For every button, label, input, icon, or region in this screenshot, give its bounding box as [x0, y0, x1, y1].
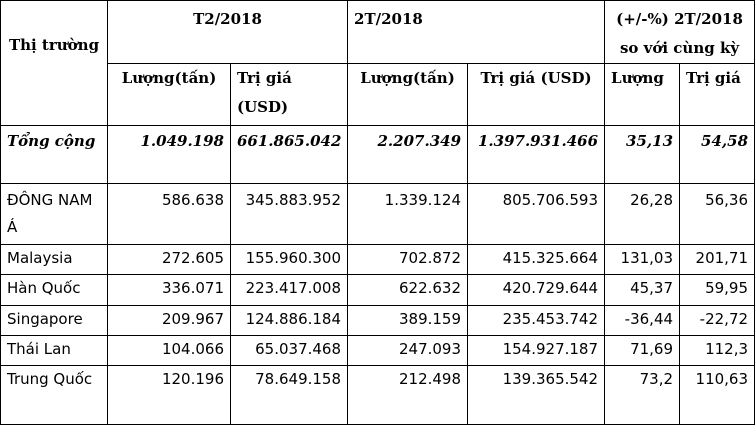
- header-ytd-volume: Lượng(tấn): [347, 63, 469, 126]
- table-row: Hàn Quốc 336.071 223.417.008 622.632 420…: [0, 274, 755, 306]
- row-ytd-value: 154.927.187: [467, 335, 606, 366]
- row-t2-value: 223.417.008: [229, 274, 349, 306]
- header-row-top: Thị trường T2/2018 2T/2018 (+/-%) 2T/201…: [0, 0, 755, 126]
- row-chg-value: 112,3: [679, 335, 755, 366]
- total-t2-volume: 1.049.198: [107, 125, 231, 184]
- total-market: Tổng cộng: [0, 125, 108, 184]
- total-t2-value: 661.865.042: [229, 125, 349, 184]
- table-row: Thái Lan 104.066 65.037.468 247.093 154.…: [0, 335, 755, 366]
- total-chg-volume: 35,13: [604, 125, 681, 184]
- row-market: Thái Lan: [0, 335, 108, 366]
- table-row: Trung Quốc 120.196 78.649.158 212.498 13…: [0, 365, 755, 425]
- table-row: Malaysia 272.605 155.960.300 702.872 415…: [0, 244, 755, 275]
- row-t2-volume: 586.638: [107, 183, 231, 245]
- row-t2-value: 65.037.468: [229, 335, 349, 366]
- row-market: Malaysia: [0, 244, 108, 275]
- row-market: Singapore: [0, 305, 108, 336]
- row-market: ĐÔNG NAM Á: [0, 183, 108, 245]
- row-chg-volume: -36,44: [604, 305, 681, 336]
- row-chg-volume: 71,69: [604, 335, 681, 366]
- row-ytd-value: 805.706.593: [467, 183, 606, 245]
- row-market: Trung Quốc: [0, 365, 108, 425]
- total-ytd-value: 1.397.931.466: [467, 125, 606, 184]
- row-t2-value: 124.886.184: [229, 305, 349, 336]
- row-chg-value: -22,72: [679, 305, 755, 336]
- header-row-sub: Lượng(tấn) Trị giá (USD) Lượng(tấn) Trị …: [1, 63, 755, 126]
- table-row: Singapore 209.967 124.886.184 389.159 23…: [0, 305, 755, 336]
- row-ytd-value: 235.453.742: [467, 305, 606, 336]
- header-market: Thị trường: [0, 0, 108, 126]
- row-t2-value: 78.649.158: [229, 365, 349, 425]
- row-chg-volume: 131,03: [604, 244, 681, 275]
- header-change-line2: so với cùng kỳ: [619, 39, 740, 57]
- row-ytd-value: 415.325.664: [467, 244, 606, 275]
- row-chg-value: 201,71: [679, 244, 755, 275]
- total-chg-value: 54,58: [679, 125, 755, 184]
- header-t2-2018: T2/2018: [106, 0, 349, 64]
- row-ytd-volume: 702.872: [347, 244, 469, 275]
- total-row: Tổng cộng 1.049.198 661.865.042 2.207.34…: [0, 125, 755, 184]
- header-2t-2018: 2T/2018: [347, 0, 606, 64]
- row-ytd-volume: 1.339.124: [347, 183, 469, 245]
- row-chg-volume: 26,28: [604, 183, 681, 245]
- row-t2-volume: 272.605: [107, 244, 231, 275]
- row-chg-volume: 45,37: [604, 274, 681, 306]
- header-t2-volume: Lượng(tấn): [107, 63, 231, 126]
- header-change: (+/-%) 2T/2018 so với cùng kỳ: [604, 0, 755, 64]
- row-chg-value: 59,95: [679, 274, 755, 306]
- row-ytd-value: 139.365.542: [467, 365, 606, 425]
- row-t2-volume: 120.196: [107, 365, 231, 425]
- row-chg-value: 110,63: [679, 365, 755, 425]
- header-chg-value: Trị giá: [679, 63, 755, 126]
- total-ytd-volume: 2.207.349: [347, 125, 469, 184]
- row-t2-value: 155.960.300: [229, 244, 349, 275]
- row-ytd-value: 420.729.644: [467, 274, 606, 306]
- header-ytd-value: Trị giá (USD): [467, 63, 606, 126]
- header-chg-volume: Lượng: [604, 63, 681, 126]
- row-t2-volume: 209.967: [107, 305, 231, 336]
- row-chg-value: 56,36: [679, 183, 755, 245]
- row-ytd-volume: 622.632: [347, 274, 469, 306]
- row-ytd-volume: 389.159: [347, 305, 469, 336]
- header-t2-value: Trị giá (USD): [229, 63, 349, 126]
- row-t2-volume: 336.071: [107, 274, 231, 306]
- table-row: ĐÔNG NAM Á 586.638 345.883.952 1.339.124…: [0, 183, 755, 245]
- row-ytd-volume: 247.093: [347, 335, 469, 366]
- row-t2-volume: 104.066: [107, 335, 231, 366]
- row-ytd-volume: 212.498: [347, 365, 469, 425]
- row-chg-volume: 73,2: [604, 365, 681, 425]
- row-market: Hàn Quốc: [0, 274, 108, 306]
- header-change-line1: (+/-%) 2T/2018: [616, 10, 743, 28]
- row-t2-value: 345.883.952: [229, 183, 349, 245]
